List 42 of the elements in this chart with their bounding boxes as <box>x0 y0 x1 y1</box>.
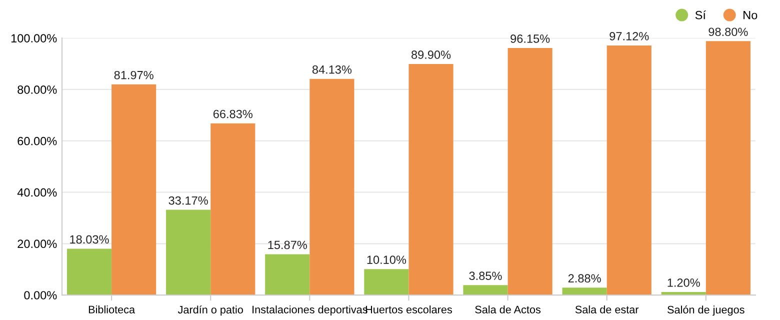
data-label: 1.20% <box>668 278 700 287</box>
y-tick-label: 60.00% <box>18 136 57 146</box>
data-label: 33.17% <box>168 196 208 205</box>
data-label: 81.97% <box>114 70 154 80</box>
bar <box>606 45 652 296</box>
bar <box>364 269 409 296</box>
bar <box>166 210 211 296</box>
bar <box>210 123 256 296</box>
bar <box>265 254 310 296</box>
x-tick-label: Salón de juegos <box>668 305 744 316</box>
x-tick-label: Jardín o patio <box>178 305 243 316</box>
data-label: 89.90% <box>412 50 451 59</box>
legend-label: No <box>744 11 758 20</box>
data-label: 15.87% <box>268 240 307 250</box>
y-tick-label: 40.00% <box>17 188 57 197</box>
data-label: 10.10% <box>367 256 406 264</box>
data-label: 84.13% <box>312 65 352 74</box>
data-label: 96.15% <box>510 34 550 43</box>
data-label: 98.80% <box>708 28 748 36</box>
x-tick-label: Biblioteca <box>88 305 136 314</box>
x-tick-label: Sala de Actos <box>475 305 541 314</box>
bar <box>66 248 112 296</box>
y-tick-label: 80.00% <box>18 86 57 94</box>
data-label: 3.85% <box>469 272 502 280</box>
legend-label: Sí <box>695 10 706 20</box>
x-tick-label: Sala de estar <box>575 305 639 314</box>
data-label: 18.03% <box>70 235 109 244</box>
data-label: 66.83% <box>213 110 252 118</box>
y-tick-label: 0.00% <box>24 291 57 300</box>
bar <box>310 78 354 296</box>
bar <box>562 288 607 296</box>
x-tick-label: Huertos escolares <box>366 305 452 314</box>
x-tick-label: Instalaciones deportivas <box>252 305 368 316</box>
bar <box>508 48 552 296</box>
data-label: 97.12% <box>610 32 649 40</box>
y-tick-label: 100.00% <box>11 34 57 42</box>
bar <box>112 84 156 296</box>
y-tick-label: 20.00% <box>18 240 57 248</box>
data-label: 2.88% <box>568 274 601 283</box>
bar <box>706 41 750 296</box>
bar <box>463 285 508 296</box>
bar <box>408 64 454 296</box>
